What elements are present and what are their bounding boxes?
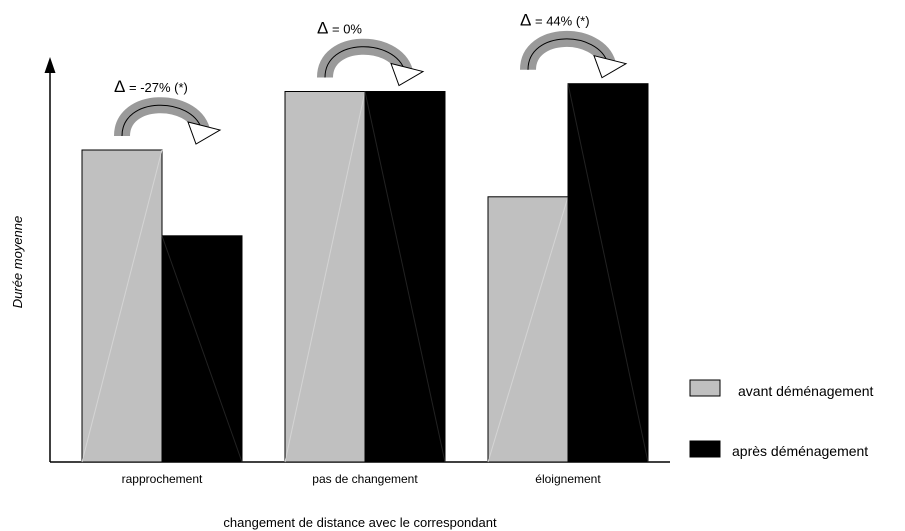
annotation-arrowhead-2 [593, 54, 628, 79]
annotation-arrow-line-1 [324, 46, 406, 78]
legend-swatch-avant [689, 379, 721, 397]
delta-symbol-1: Δ [317, 19, 328, 38]
legend-label-avant: avant déménagement [738, 383, 874, 399]
delta-label-0: = -27% (*) [129, 80, 188, 95]
annotation-arrowhead-0 [187, 121, 222, 145]
legend: avant déménagement après déménagement [689, 379, 874, 459]
annotations-group: Δ = -27% (*) Δ = 0% Δ = 44% (*) [114, 11, 628, 145]
x-tick-label-0: rapprochement [122, 472, 203, 486]
bars-group [81, 83, 649, 463]
bar-shade-1-1 [364, 91, 446, 463]
annotation-arrow-1 [317, 38, 413, 79]
y-axis-label: Durée moyenne [10, 216, 25, 309]
bar-shade-1-0 [284, 91, 366, 463]
bar-shade-2-1 [567, 83, 649, 463]
annotation-arrowhead-1 [390, 62, 425, 87]
x-axis-label: changement de distance avec le correspon… [223, 515, 497, 530]
x-tick-label-1: pas de changement [312, 472, 418, 486]
delta-label-1: = 0% [332, 22, 362, 37]
annotation-arrow-line-0 [121, 104, 203, 137]
x-tick-labels: rapprochement pas de changement éloignemen… [122, 472, 602, 486]
bar-shade-2-0 [487, 196, 569, 463]
annotation-arrow-line-2 [527, 38, 609, 70]
y-axis-arrow [44, 57, 56, 73]
annotation-arrow-0 [114, 97, 210, 137]
delta-label-2: = 44% (*) [535, 14, 590, 29]
legend-label-apres: après déménagement [732, 443, 868, 459]
delta-symbol-2: Δ [520, 11, 531, 30]
delta-symbol-0: Δ [114, 77, 125, 96]
annotation-arrow-2 [520, 30, 616, 71]
legend-swatch-apres [689, 440, 721, 458]
bar-shade-0-1 [161, 235, 243, 463]
x-tick-label-2: éloignement [535, 472, 601, 486]
bar-shade-0-0 [81, 149, 163, 463]
